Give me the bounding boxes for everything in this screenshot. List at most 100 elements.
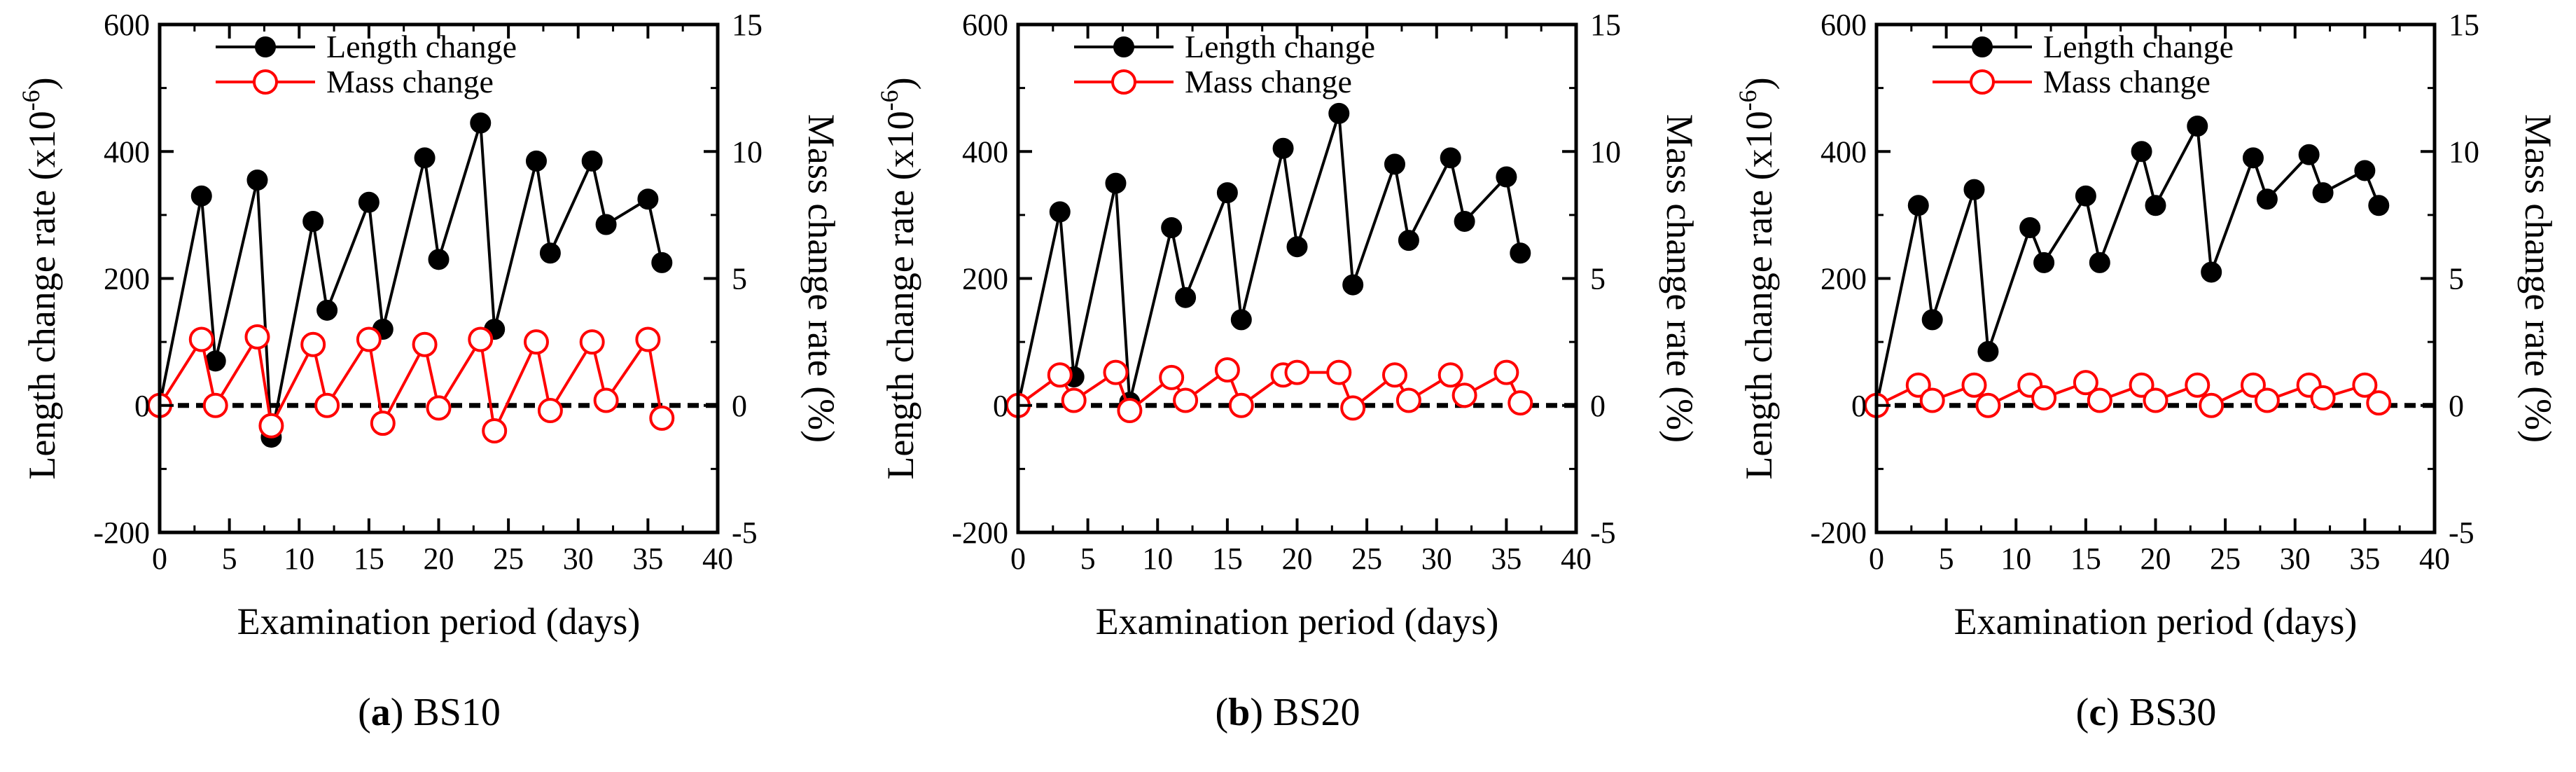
caption-letter: a: [370, 691, 391, 734]
x-tick-label: 15: [2070, 542, 2101, 576]
y2-tick-label: 10: [1590, 135, 1621, 169]
y-tick-label: 200: [104, 262, 150, 296]
length-change-point: [1175, 287, 1197, 308]
mass-change-point: [1103, 359, 1129, 385]
length-change-point: [2145, 195, 2166, 216]
panel-bs20: 0 5 10 15 20 25 30 35 40 -200 0 200 400 600 -5 0 5 10 15 Ex…: [858, 0, 1717, 772]
chart-bs30: 0 5 10 15 20 25 30 35 40-2000200400600-5051015Ex…: [1734, 8, 2559, 642]
length-change-point: [2075, 185, 2096, 207]
legend-marker-length-change: [1113, 36, 1134, 57]
length-change-point: [2187, 116, 2208, 137]
mass-change-point: [2143, 387, 2168, 413]
y-tick-label: 0: [993, 389, 1008, 423]
y2-axis-title: Mass change rate (%): [1659, 114, 1701, 443]
mass-change-point: [1061, 387, 1087, 413]
mass-change-point: [1340, 395, 1366, 421]
length-change-point: [1230, 309, 1252, 331]
mass-change-point: [426, 395, 452, 421]
length-change-point: [525, 150, 547, 172]
length-change-point: [1907, 195, 1929, 216]
x-tick-label: 25: [2210, 542, 2241, 576]
mass-change-point: [356, 326, 382, 352]
length-change-point: [358, 191, 380, 213]
x-tick-label: 40: [2419, 542, 2450, 576]
y-axis-title: Length change rate (x10-6): [17, 77, 63, 479]
length-change-point: [1286, 236, 1308, 258]
legend-marker-mass-change: [253, 69, 278, 95]
chart-bs10: 0 5 10 15 20 25 30 35 40-2000200400600-5051015Ex…: [17, 8, 842, 642]
x-tick-label: 0: [1010, 542, 1026, 576]
plot-frame: [1874, 22, 2437, 535]
mass-change-point: [1395, 387, 1421, 413]
mass-change-point: [482, 418, 508, 443]
y-axis-title: Length change rate (x10-6): [875, 77, 921, 479]
x-tick-label: 35: [632, 542, 663, 576]
legend-marker-mass-change: [1970, 69, 1995, 95]
length-change-series-line: [158, 122, 664, 438]
x-tick-label: 5: [1939, 542, 1954, 576]
length-change-point: [1328, 102, 1350, 124]
length-change-point: [1963, 179, 1985, 200]
length-change-point: [2368, 195, 2390, 216]
y-tick-label: 400: [1820, 135, 1867, 169]
mass-change-point: [1905, 372, 1931, 398]
x-tick-label: 10: [1142, 542, 1173, 576]
mass-change-point: [1173, 387, 1199, 413]
y-tick-label: -200: [1810, 516, 1867, 550]
length-change-point: [2019, 217, 2041, 238]
mass-change-point: [1326, 359, 1352, 385]
length-change-point: [1454, 210, 1475, 232]
length-change-point: [1161, 217, 1183, 238]
length-change-point: [316, 299, 338, 321]
mass-change-point: [258, 413, 284, 439]
mass-change-point: [2240, 372, 2266, 398]
length-change-point: [190, 185, 212, 207]
length-change-point: [1440, 147, 1461, 169]
mass-change-point: [523, 329, 549, 355]
mass-change-point: [370, 411, 396, 436]
mass-change-point: [1228, 392, 1254, 418]
y-tick-label: 600: [104, 8, 150, 42]
length-change-point: [595, 214, 617, 235]
mass-change-point: [2087, 387, 2112, 413]
y-axis-title-suffix: ): [879, 77, 921, 90]
x-tick-label: 10: [284, 542, 314, 576]
y2-tick-label: 15: [732, 8, 763, 42]
y-tick-label: -200: [93, 516, 150, 550]
length-change-point: [414, 147, 436, 169]
y2-tick-label: 15: [2449, 8, 2479, 42]
length-change-point: [2298, 144, 2320, 165]
legend-label-length-change: Length change: [1185, 29, 1375, 64]
y-tick-label: 400: [962, 135, 1008, 169]
x-tick-label: 40: [702, 542, 733, 576]
mass-change-point: [1437, 362, 1463, 388]
caption-name: BS30: [2129, 691, 2217, 734]
mass-change-point: [1494, 359, 1519, 385]
length-change-series-line: [1875, 121, 2381, 406]
x-tick-label: 35: [2349, 542, 2380, 576]
x-tick-label: 25: [1351, 542, 1382, 576]
legend-marker-length-change: [255, 36, 276, 57]
legend-label-mass-change: Mass change: [1185, 64, 1352, 99]
y-tick-label: 400: [104, 135, 150, 169]
legend-marker-length-change: [1972, 36, 1993, 57]
mass-change-point: [2199, 392, 2225, 418]
y-tick-label: -200: [952, 516, 1008, 550]
mass-change-point: [1284, 359, 1310, 385]
length-change-point: [1342, 274, 1364, 296]
y2-tick-label: 5: [2449, 262, 2464, 296]
mass-change-point: [635, 326, 661, 352]
mass-change-point: [2310, 385, 2336, 411]
x-tick-label: 15: [354, 542, 384, 576]
panel-bs10: 0 5 10 15 20 25 30 35 40 -200 0 200 400 600 -5 0 5 10 15 Ex…: [0, 0, 858, 772]
legend-label-mass-change: Mass change: [326, 64, 494, 99]
y-axis-title-exponent: -6: [17, 90, 45, 111]
mass-change-point: [537, 398, 563, 423]
length-change-point: [1384, 153, 1405, 175]
panel-caption: (a) BS10: [358, 691, 501, 734]
length-change-point: [1216, 182, 1238, 204]
mass-change-point: [2073, 370, 2098, 396]
mass-change-point: [2366, 390, 2392, 416]
y-axis-title-suffix: ): [21, 77, 63, 90]
